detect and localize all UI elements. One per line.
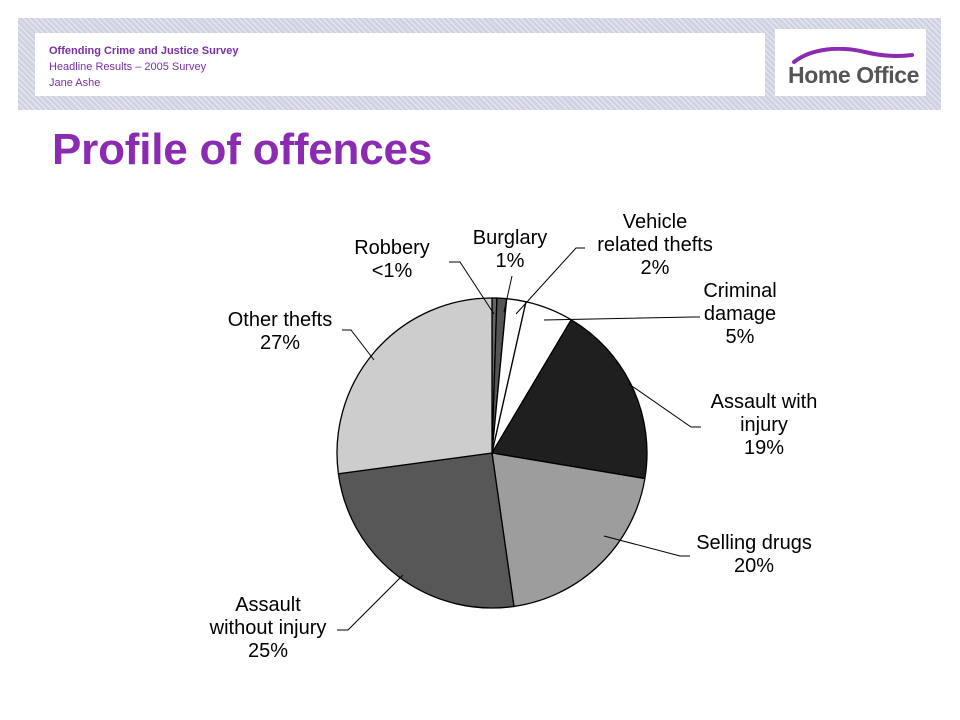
pie-slice-selling-drugs — [491, 452, 646, 608]
home-office-logo: Home Office — [788, 47, 920, 90]
survey-subtitle: Headline Results – 2005 Survey — [49, 61, 207, 73]
leader-line-selling-drugs — [603, 535, 690, 557]
data-label-burglary: Burglary 1% — [473, 227, 547, 272]
pie-slice-assault-without-injury — [337, 452, 515, 609]
data-label-assault-without-injury: Assault without injury 25% — [209, 594, 327, 662]
data-label-selling-drugs: Selling drugs 20% — [696, 532, 812, 577]
data-label-robbery: Robbery <1% — [354, 237, 430, 282]
data-label-assault-with-injury: Assault with injury 19% — [711, 391, 818, 459]
data-label-other-thefts: Other thefts 27% — [228, 309, 333, 354]
leader-line-other-thefts — [342, 329, 375, 361]
pie-slice-assault-with-injury — [490, 318, 648, 480]
survey-title: Offending Crime and Justice Survey — [49, 45, 239, 57]
page-title: Profile of offences — [52, 125, 433, 174]
logo-arc-icon — [792, 47, 914, 64]
logo-panel — [775, 29, 926, 96]
leader-line-assault-without-injury — [337, 574, 404, 631]
data-label-vehicle-related-thefts: Vehicle related thefts 2% — [597, 211, 713, 279]
leader-line-robbery — [449, 261, 495, 315]
leader-line-vehicle-related-thefts — [515, 247, 585, 315]
leader-line-criminal-damage — [543, 316, 700, 321]
header-title-panel — [35, 33, 765, 96]
logo-text: Home Office — [788, 62, 920, 88]
data-label-criminal-damage: Criminal damage 5% — [703, 280, 776, 348]
author-name: Jane Ashe — [49, 77, 101, 89]
pie-slice-other-thefts — [336, 297, 493, 475]
leader-line-burglary — [503, 275, 513, 313]
leader-line-assault-with-injury — [628, 383, 701, 428]
